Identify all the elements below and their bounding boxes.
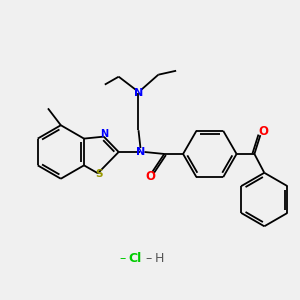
Text: S: S [95,169,103,179]
Text: O: O [146,170,155,183]
Text: N: N [134,88,143,98]
Text: N: N [100,129,108,139]
Text: Cl: Cl [128,253,142,266]
Text: N: N [136,147,145,157]
Text: –: – [119,253,125,266]
Text: H: H [155,253,164,266]
Text: –: – [145,253,151,266]
Text: O: O [258,125,268,138]
